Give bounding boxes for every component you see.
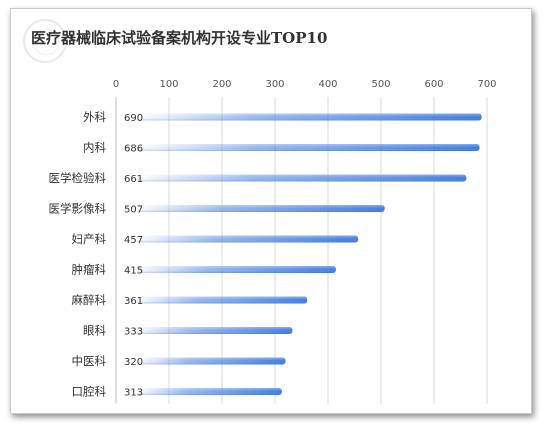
x-tick-label: 600 [424, 79, 443, 90]
x-tick-label: 300 [265, 79, 284, 90]
category-label: 口腔科 [72, 385, 107, 399]
data-label: 320 [124, 357, 143, 368]
bar-shade [136, 327, 293, 334]
category-label: 医学影像科 [49, 202, 107, 216]
category-label: 妇产科 [72, 232, 107, 246]
bar-shade [136, 388, 282, 395]
data-label: 333 [124, 327, 143, 338]
chart-title: 医疗器械临床试验备案机构开设专业TOP10 [31, 29, 328, 47]
data-label: 690 [124, 113, 143, 124]
bar-shade [136, 144, 480, 151]
watermark-logo [23, 19, 67, 63]
category-label: 眼科 [83, 324, 106, 338]
data-label: 457 [124, 235, 143, 246]
bar-shade [136, 174, 467, 182]
x-tick-label: 100 [159, 79, 178, 90]
bar-shade [136, 296, 308, 304]
bar-shade [136, 357, 286, 365]
category-label: 中医科 [72, 354, 107, 368]
data-label: 661 [124, 174, 143, 185]
data-label: 415 [124, 266, 143, 277]
category-label: 医学检验科 [49, 171, 107, 185]
x-tick-label: 500 [371, 79, 390, 90]
bar-shade [136, 113, 482, 121]
category-label: 外科 [83, 110, 106, 124]
bar-shade [136, 205, 385, 212]
bar-chart: 0 100 200 300 400 500 600 700 外科 690 内科 686 医学检验科 66… [49, 79, 497, 404]
x-tick-label: 400 [318, 79, 337, 90]
category-label: 肿瘤科 [72, 263, 107, 277]
category-label: 内科 [83, 141, 106, 155]
data-label: 313 [124, 388, 143, 399]
x-tick-label: 0 [113, 79, 119, 90]
data-label: 686 [124, 144, 143, 155]
x-tick-label: 200 [212, 79, 231, 90]
data-label: 361 [124, 296, 143, 307]
bar-shade [136, 235, 359, 243]
category-label: 麻醉科 [72, 293, 107, 307]
bar-shade [136, 266, 336, 273]
x-tick-label: 700 [477, 79, 496, 90]
chart-frame: 医疗器械临床试验备案机构开设专业TOP10 0 100 200 300 400 500 60… [10, 8, 532, 414]
data-label: 507 [124, 205, 143, 216]
